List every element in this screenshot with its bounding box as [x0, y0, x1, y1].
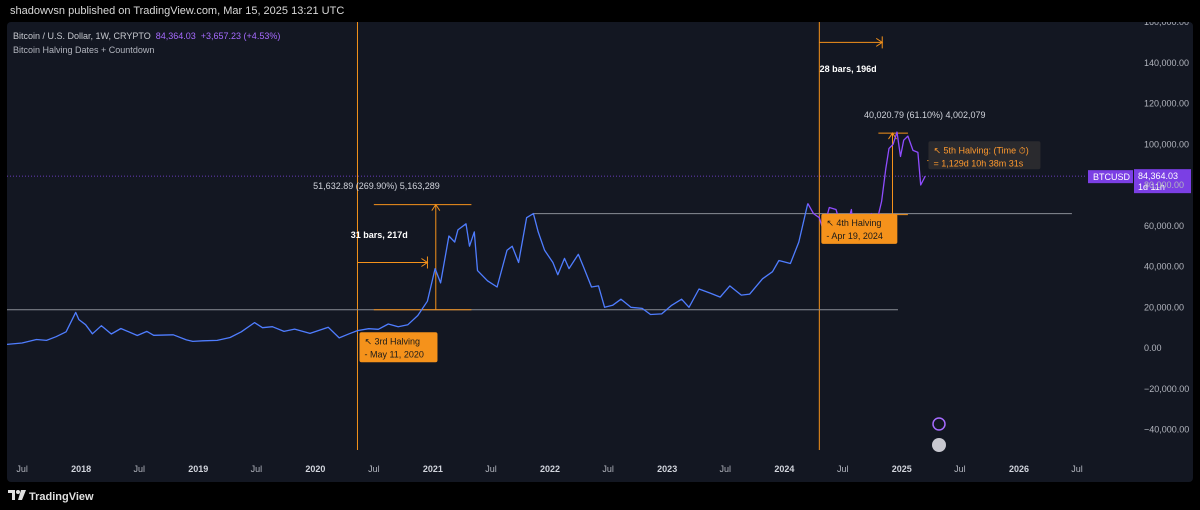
halving-5-callout: ↖ 5th Halving: (Time ⏱) = 1,129d 10h 38m …: [928, 141, 1041, 170]
halving-3-callout: ↖ 3rd Halving - May 11, 2020: [359, 332, 438, 363]
price-chart[interactable]: 51,632.89 (269.90%) 5,163,289 31 bars, 21…: [7, 22, 1193, 482]
tradingview-brand: TradingView: [29, 491, 94, 503]
tradingview-logo-icon: [8, 490, 26, 500]
annotation-layer: 51,632.89 (269.90%) 5,163,289 31 bars, 21…: [313, 64, 1191, 452]
x-tick-label: Jul: [954, 464, 966, 474]
price-tag-countdown: 1d 11h: [1138, 182, 1165, 192]
halving-3-callout-line1: ↖ 3rd Halving: [364, 336, 420, 346]
x-axis: Jul 2018 Jul 2019 Jul 2020 Jul 2021 Jul 2022 Jul 20…: [16, 464, 1082, 474]
chart-legend: Bitcoin / U.S. Dollar, 1W, CRYPTO 84,364.…: [13, 29, 280, 57]
y-tick-label: 20,000.00: [1144, 302, 1184, 312]
halving-4-callout: ↖ 4th Halving - Apr 19, 2024: [821, 213, 898, 244]
x-tick-label: 2018: [71, 464, 91, 474]
price-tag-symbol-box: [1088, 170, 1133, 184]
x-tick-label: 2025: [892, 464, 912, 474]
halving-5-callout-line1: ↖ 5th Halving: (Time ⏱): [933, 145, 1028, 155]
x-tick-label: Jul: [1071, 464, 1083, 474]
halving-4-callout-line2: - Apr 19, 2024: [826, 231, 883, 241]
halving-4-callout-line1: ↖ 4th Halving: [826, 218, 881, 228]
y-axis: −40,000.00 −20,000.00 0.00 20,000.00 40,000.…: [1144, 22, 1189, 435]
price-tag-symbol: BTCUSD: [1093, 172, 1131, 182]
halving-4-callout-box: [821, 213, 898, 244]
publish-info: shadowvsn published on TradingView.com, …: [10, 5, 345, 17]
x-tick-label: 2026: [1009, 464, 1029, 474]
publish-header: shadowvsn published on TradingView.com, …: [0, 0, 1200, 22]
price-tag-value: 84,364.03: [1138, 171, 1178, 181]
x-tick-label: Jul: [837, 464, 849, 474]
x-tick-label: Jul: [720, 464, 732, 474]
x-tick-label: Jul: [133, 464, 145, 474]
bars-2024-label: 28 bars, 196d: [820, 64, 877, 74]
measure-2020-arrow: [431, 203, 441, 211]
lightning-icon: [932, 417, 946, 431]
halving-3-callout-box: [359, 332, 438, 363]
y-tick-label: 120,000.00: [1144, 99, 1189, 109]
y-tick-label: 60,000.00: [1144, 221, 1184, 231]
legend-symbol: Bitcoin / U.S. Dollar, 1W, CRYPTO: [13, 31, 151, 41]
legend-last-price: 84,364.03: [155, 31, 196, 41]
y-tick-label: 40,000.00: [1144, 262, 1184, 272]
legend-change: +3,657.23 (+4.53%): [200, 31, 281, 41]
flag-icon: [932, 438, 946, 452]
x-tick-label: Jul: [485, 464, 497, 474]
x-tick-label: Jul: [602, 464, 614, 474]
halving-5-callout-line2: = 1,129d 10h 38m 31s: [933, 158, 1023, 168]
measure-2024-label: 40,020.79 (61.10%) 4,002,079: [864, 110, 986, 120]
y-tick-label: −40,000.00: [1144, 425, 1189, 435]
y-tick-label: 160,000.00: [1144, 22, 1189, 27]
x-tick-label: 2023: [657, 464, 677, 474]
x-tick-label: 2022: [540, 464, 560, 474]
halving-5-callout-box: [928, 141, 1041, 170]
x-tick-label: 2019: [188, 464, 208, 474]
footer-bar: [0, 484, 1200, 510]
chart-area[interactable]: 51,632.89 (269.90%) 5,163,289 31 bars, 21…: [7, 22, 1193, 482]
x-tick-label: 2021: [423, 464, 443, 474]
measure-2020-label: 51,632.89 (269.90%) 5,163,289: [313, 181, 440, 191]
x-tick-label: 2020: [305, 464, 325, 474]
y-tick-label: 0.00: [1144, 343, 1162, 353]
legend-indicator[interactable]: Bitcoin Halving Dates + Countdown: [13, 45, 155, 55]
y-tick-label: 100,000.00: [1144, 139, 1189, 149]
x-tick-label: Jul: [16, 464, 28, 474]
price-tag-box: [1134, 169, 1191, 194]
bars-2020-label: 31 bars, 217d: [351, 230, 408, 240]
series-layer: [7, 131, 926, 346]
x-tick-label: Jul: [368, 464, 380, 474]
price-series-blue: [7, 203, 809, 346]
y-tick-label: −20,000.00: [1144, 384, 1189, 394]
y-tick-label: 140,000.00: [1144, 58, 1189, 68]
x-tick-label: Jul: [251, 464, 263, 474]
x-tick-label: 2024: [774, 464, 794, 474]
y-tick-label: 80,000.00: [1144, 180, 1184, 190]
halving-3-callout-line2: - May 11, 2020: [364, 349, 423, 359]
